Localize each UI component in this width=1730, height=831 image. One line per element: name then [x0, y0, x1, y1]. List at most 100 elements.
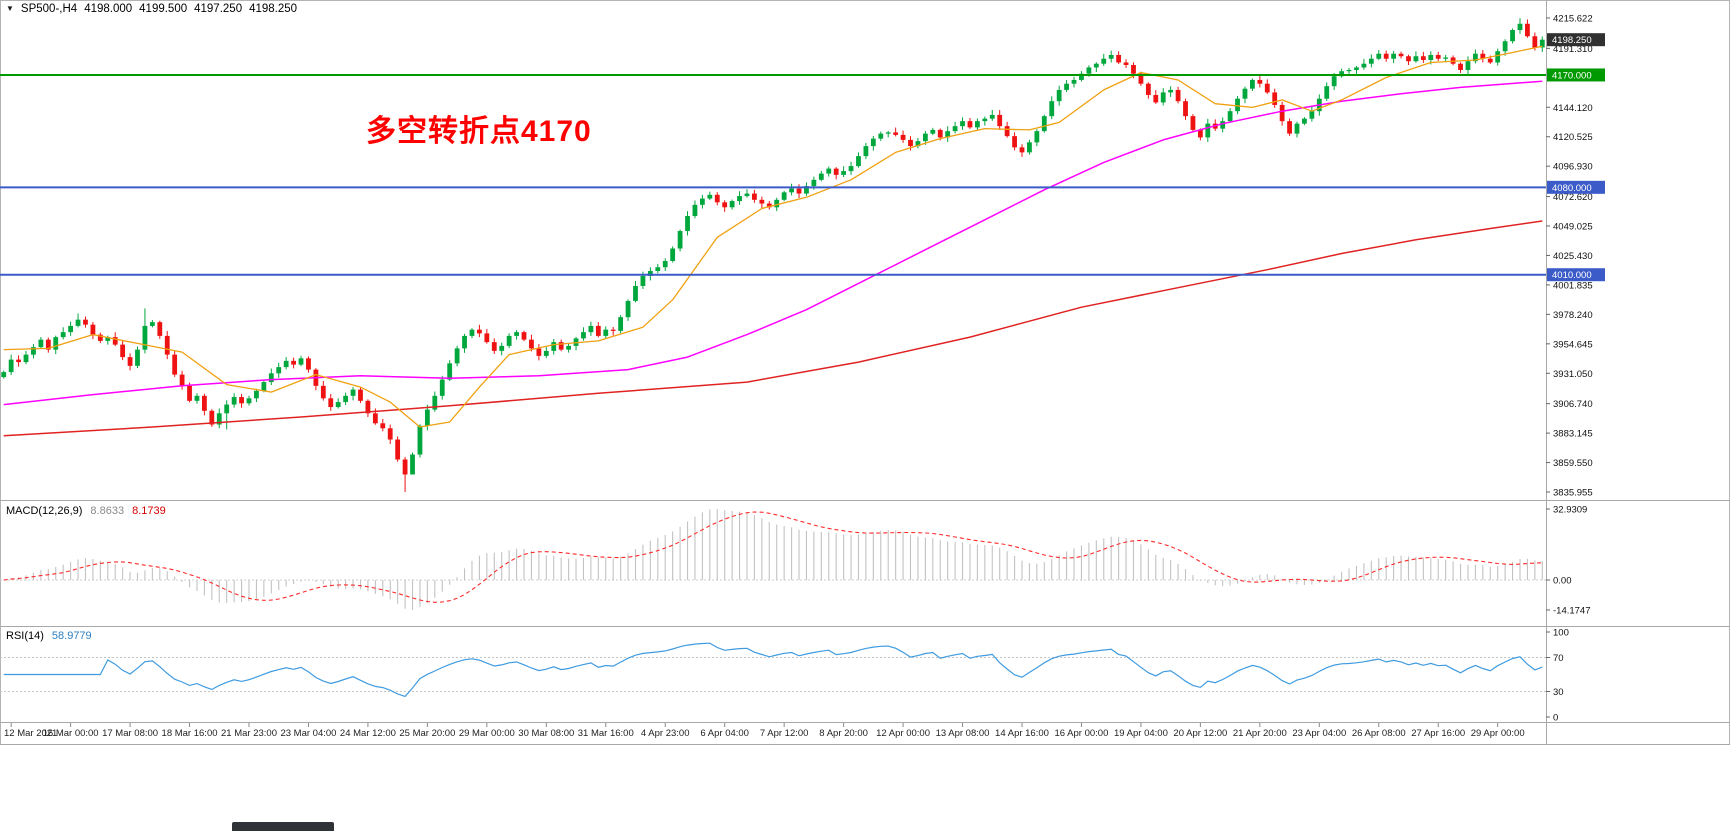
candle-body — [291, 360, 296, 365]
candle-body — [1339, 71, 1345, 77]
candle-body — [1361, 63, 1367, 68]
price-tick-label: 3906.740 — [1553, 399, 1593, 410]
time-axis-label: 19 Apr 04:00 — [1114, 728, 1168, 739]
price-badge-label: 4010.000 — [1552, 270, 1592, 281]
candle-body — [120, 344, 126, 358]
ma_mid-line — [3, 80, 1543, 406]
candle-body — [900, 134, 906, 140]
candle-body — [811, 179, 817, 187]
candle-body — [1376, 53, 1382, 59]
candle-body — [484, 333, 490, 343]
taskbar-fragment[interactable] — [232, 822, 334, 831]
candle-body — [885, 132, 891, 134]
candle-body — [1383, 53, 1389, 59]
candle-body — [209, 410, 215, 425]
candle-body — [298, 358, 304, 365]
candle-body — [358, 389, 363, 401]
candle-body — [1368, 58, 1374, 64]
candle-body — [707, 194, 713, 199]
price-tick-label: 4001.835 — [1553, 280, 1593, 291]
candle-body — [372, 413, 378, 424]
candle-body — [53, 337, 59, 350]
time-axis-label: 21 Apr 20:00 — [1233, 728, 1287, 739]
candle-body — [1220, 121, 1226, 129]
candle-body — [45, 339, 51, 350]
time-axis-label: 6 Apr 04:00 — [700, 728, 749, 739]
candle-body — [306, 358, 311, 370]
candle-body — [922, 133, 928, 142]
candle-body — [722, 202, 728, 208]
candle-body — [729, 201, 735, 208]
price-badge — [1547, 68, 1605, 82]
candle-body — [558, 342, 564, 350]
rsi-axis-label: 100 — [1553, 628, 1569, 639]
chart-header: ▼ SP500-,H4 4198.000 4199.500 4197.250 4… — [6, 3, 297, 15]
time-axis-label: 12 Mar 2021 — [4, 728, 57, 739]
candle-body — [1472, 53, 1478, 62]
candle-body — [1123, 62, 1129, 65]
ohlc-open: 4198.000 — [84, 3, 133, 15]
candle-body — [1131, 64, 1136, 74]
rsi-indicator-label: RSI(14) 58.9779 — [6, 630, 92, 642]
candle-body — [491, 342, 497, 351]
candle-body — [581, 332, 586, 339]
time-axis-label: 29 Apr 00:00 — [1471, 728, 1525, 739]
macd-main-value: 8.8633 — [90, 505, 125, 517]
candle-body — [848, 166, 854, 172]
rsi-axis-label: 0 — [1553, 713, 1558, 724]
candle-body — [201, 395, 207, 411]
candle-body — [216, 413, 222, 425]
candle-body — [818, 173, 824, 180]
candle-body — [157, 322, 163, 336]
candle-body — [588, 325, 594, 333]
collapse-chart-icon[interactable]: ▼ — [6, 4, 14, 13]
ma_fast-line — [3, 45, 1543, 428]
candle-body — [365, 400, 371, 414]
candle-body — [1056, 89, 1062, 102]
candle-body — [1539, 39, 1545, 48]
candle-body — [1525, 23, 1530, 37]
candle-body — [1079, 73, 1084, 80]
candle-body — [328, 398, 334, 408]
candle-body — [268, 373, 274, 383]
candle-body — [1532, 36, 1538, 48]
candle-body — [1458, 63, 1463, 70]
candle-body — [1101, 58, 1107, 64]
rsi-value: 58.9779 — [51, 630, 92, 642]
candle-body — [410, 454, 415, 475]
candle-body — [1517, 23, 1523, 31]
candle-body — [893, 132, 899, 135]
candle-body — [1331, 76, 1337, 87]
time-axis-label: 20 Apr 12:00 — [1173, 728, 1227, 739]
candle-body — [343, 395, 349, 403]
candle-body — [781, 192, 787, 200]
candle-body — [529, 339, 534, 349]
price-tick-label: 4025.430 — [1553, 251, 1593, 262]
price-badge-label: 4170.000 — [1552, 70, 1592, 81]
candle-body — [1302, 118, 1307, 124]
chart-canvas[interactable]: 4215.622 4191.310 4144.120 4120.525 4096.930… — [0, 0, 1730, 745]
candle-body — [1086, 67, 1092, 74]
candle-body — [863, 146, 869, 157]
price-tick-label: 4144.120 — [1553, 103, 1593, 114]
candle-body — [1138, 73, 1144, 84]
candle-body — [967, 121, 973, 128]
candle-body — [1012, 136, 1017, 148]
candle-body — [989, 114, 995, 119]
candle-body — [31, 347, 36, 355]
candle-body — [1324, 86, 1330, 99]
candle-body — [744, 193, 750, 197]
macd-indicator-label: MACD(12,26,9) 8.8633 8.1739 — [6, 505, 166, 517]
symbol-timeframe-label: SP500-,H4 — [20, 3, 78, 15]
candle-body — [320, 385, 326, 399]
candle-body — [1034, 131, 1040, 143]
candle-body — [395, 439, 401, 460]
candle-body — [937, 129, 943, 138]
candle-body — [75, 319, 81, 326]
candle-body — [1279, 104, 1285, 122]
candle-body — [514, 332, 519, 336]
macd-axis-label: -14.1747 — [1553, 606, 1591, 617]
candle-body — [752, 193, 757, 200]
candle-body — [1197, 129, 1203, 138]
